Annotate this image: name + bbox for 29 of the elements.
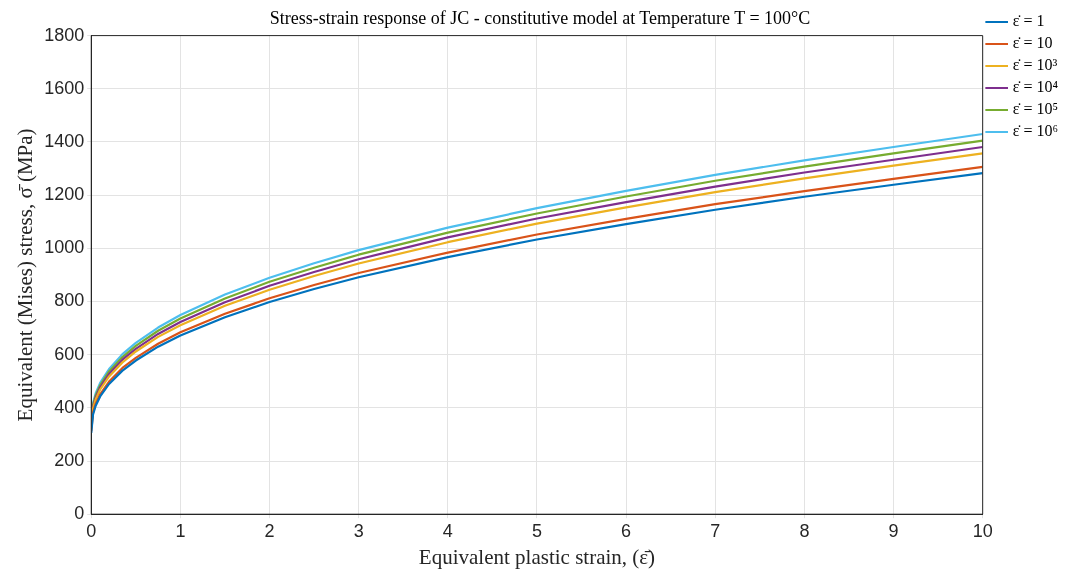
y-tick-label: 400 — [54, 396, 85, 417]
legend-label: ε̇ = 10³ — [1012, 56, 1058, 74]
y-axis-title: Equivalent (Mises) stress, σ̄ (MPa) — [13, 128, 38, 422]
chart-title: Stress-strain response of JC - constitutive model at Temperature T = 100°C — [269, 7, 811, 28]
x-tick-label: 9 — [888, 520, 899, 541]
y-tick-label: 600 — [54, 343, 85, 364]
legend-label: ε̇ = 10⁴ — [1012, 78, 1059, 96]
y-tick-label: 1800 — [44, 24, 85, 45]
legend-label: ε̇ = 1 — [1012, 12, 1045, 30]
legend-label: ε̇ = 10 — [1012, 34, 1053, 52]
x-tick-label: 5 — [531, 520, 542, 541]
y-tick-label: 800 — [54, 290, 85, 311]
x-tick-label: 6 — [621, 520, 632, 541]
y-tick-label: 0 — [74, 503, 85, 524]
x-axis-title: Equivalent plastic strain, (ε̄) — [418, 544, 656, 569]
x-tick-label: 10 — [972, 520, 993, 541]
x-tick-label: 4 — [442, 520, 453, 541]
legend-label: ε̇ = 10⁶ — [1012, 122, 1059, 140]
x-tick-label: 7 — [710, 520, 721, 541]
x-tick-label: 3 — [353, 520, 364, 541]
y-tick-label: 1000 — [44, 237, 85, 258]
y-tick-label: 1400 — [44, 130, 85, 151]
y-tick-label: 1200 — [44, 184, 85, 205]
y-tick-label: 1600 — [44, 77, 85, 98]
x-tick-label: 1 — [175, 520, 186, 541]
x-tick-label: 2 — [264, 520, 275, 541]
y-tick-label: 200 — [54, 449, 85, 470]
x-tick-label: 8 — [799, 520, 810, 541]
legend-label: ε̇ = 10⁵ — [1012, 100, 1059, 118]
